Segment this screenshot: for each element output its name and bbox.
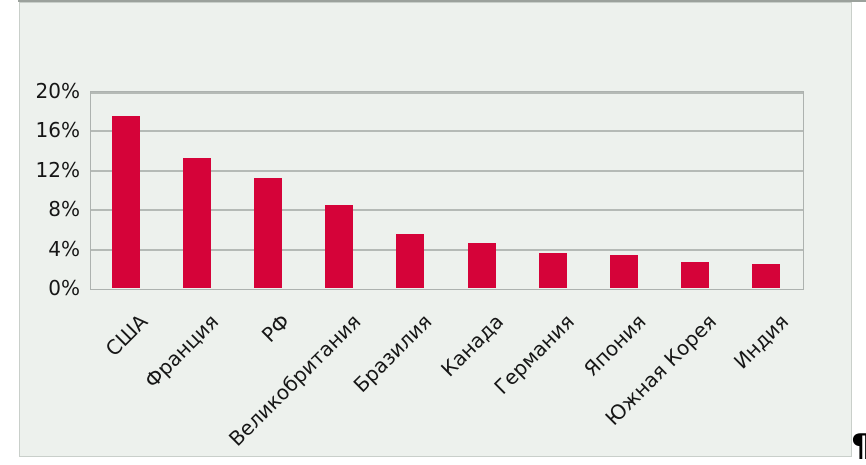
y-tick-label: 16% xyxy=(35,118,80,143)
bar-Индия xyxy=(752,264,781,288)
gridline-12pct xyxy=(91,169,803,172)
gridline-20pct xyxy=(91,92,803,94)
y-tick-label: 12% xyxy=(35,157,80,182)
gridline-4pct xyxy=(91,248,803,251)
chart-top-border-line xyxy=(18,0,866,2)
embedded-chart-object[interactable] xyxy=(19,2,852,457)
bar-РФ xyxy=(254,177,282,288)
gridline-16pct xyxy=(91,130,803,133)
y-tick-label: 8% xyxy=(48,197,80,222)
y-tick-label: 4% xyxy=(48,236,80,261)
paragraph-mark: ¶ xyxy=(851,429,866,463)
bar-Великобритания xyxy=(325,205,354,288)
bar-Франция xyxy=(182,157,211,288)
gridline-8pct xyxy=(91,209,803,212)
y-tick-label: 0% xyxy=(48,276,80,300)
y-tick-label: 20% xyxy=(35,79,80,103)
bar-Япония xyxy=(610,254,638,288)
bar-США xyxy=(111,115,140,288)
bar-Германия xyxy=(538,252,567,288)
bar-Южная Корея xyxy=(681,262,710,288)
bar-Бразилия xyxy=(396,233,425,288)
bar-Канада xyxy=(467,242,496,288)
plot-area xyxy=(90,91,804,290)
